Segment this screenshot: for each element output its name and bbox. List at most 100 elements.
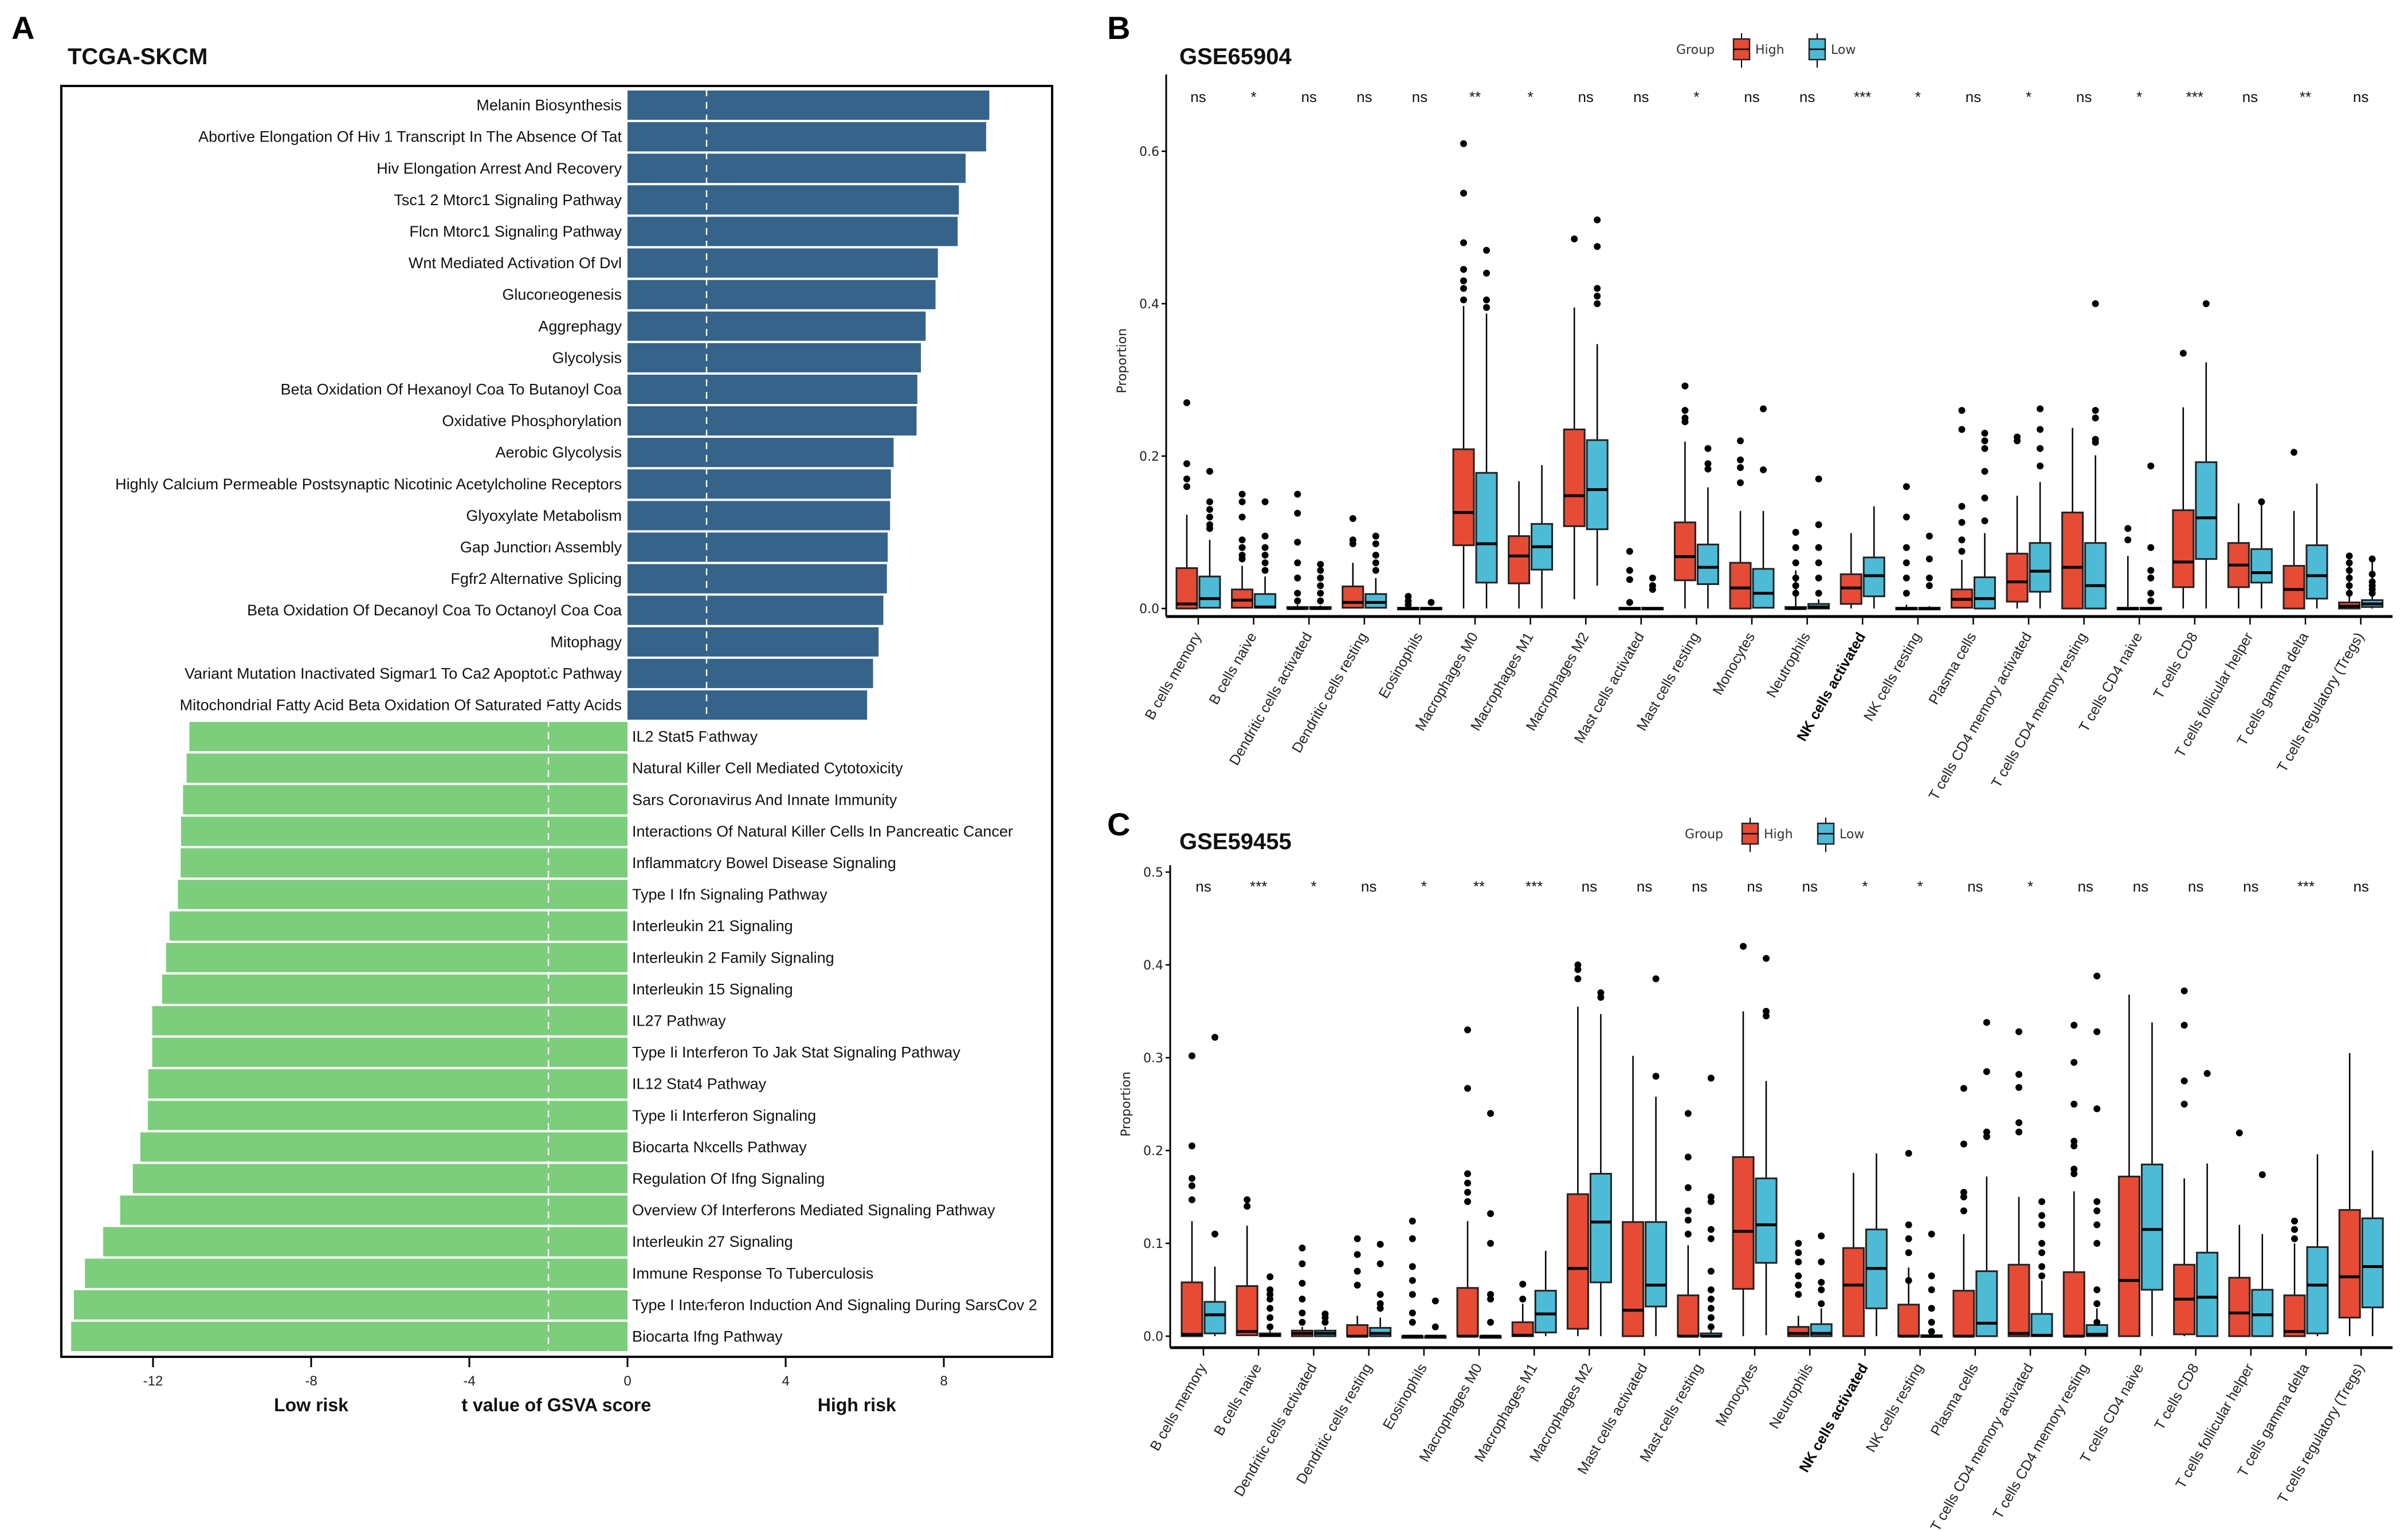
x-tick-label: 4 — [782, 1373, 789, 1389]
outlier-point — [2203, 1070, 2211, 1077]
outlier-point — [2346, 590, 2353, 597]
x-axis-label-low-risk: Low risk — [274, 1395, 348, 1415]
outlier-point — [1299, 1318, 1306, 1326]
bar-aerobic-glycolysis — [628, 438, 894, 468]
outlier-point — [1684, 1216, 1692, 1224]
outlier-point — [1960, 1207, 1967, 1215]
box-low — [1364, 532, 1387, 609]
box-high — [2338, 1053, 2361, 1336]
outlier-point — [2147, 574, 2155, 582]
bar-label: Flcn Mtorc1 Signaling Pathway — [409, 223, 622, 240]
outlier-point — [1707, 1286, 1715, 1293]
outlier-point — [1958, 536, 1966, 544]
bar-melanin-biosynthesis — [628, 91, 990, 120]
outlier-point — [1626, 576, 1633, 583]
outlier-point — [1684, 1110, 1692, 1117]
outlier-point — [1681, 418, 1689, 426]
outlier-point — [1372, 540, 1379, 547]
box-low — [1645, 975, 1668, 1336]
outlier-point — [1317, 574, 1324, 582]
outlier-point — [1483, 304, 1490, 311]
outlier-point — [2180, 987, 2188, 995]
outlier-point — [1818, 1286, 1825, 1293]
outlier-point — [1704, 445, 1712, 452]
outlier-point — [1317, 567, 1324, 574]
outlier-point — [1354, 1267, 1361, 1275]
bar-interleukin-21-signaling — [169, 911, 628, 941]
significance-label: * — [1917, 878, 1923, 895]
outlier-point — [2179, 350, 2187, 357]
outlier-point — [1905, 1221, 1912, 1228]
legend-key-high: High — [1741, 818, 1793, 852]
outlier-point — [2037, 426, 2044, 433]
box-low — [1641, 574, 1664, 611]
iqr-box — [1586, 439, 1609, 531]
legend-label: Low — [1831, 43, 1856, 57]
outlier-point — [2015, 1071, 2022, 1078]
bar-immune-response-to-tuberculosis — [85, 1258, 628, 1288]
iqr-box — [1973, 576, 1996, 610]
outlier-point — [2258, 1171, 2266, 1179]
x-tick-label: -12 — [143, 1373, 163, 1389]
iqr-box — [1732, 1156, 1755, 1290]
outlier-point — [1626, 548, 1633, 555]
outlier-point — [1925, 574, 1933, 582]
box-low — [1807, 475, 1830, 610]
outlier-point — [1376, 1260, 1384, 1267]
box-high — [2283, 1218, 2306, 1337]
x-tick-label: -8 — [305, 1373, 317, 1389]
significance-label: ns — [1190, 88, 1206, 105]
legend-label: High — [1755, 43, 1785, 57]
bar-label: Mitophagy — [550, 633, 622, 650]
iqr-box — [1342, 585, 1364, 609]
bar-gluconeogenesis — [628, 280, 936, 309]
box-high — [1566, 961, 1589, 1336]
outlier-point — [1960, 1194, 1967, 1200]
outlier-point — [1652, 975, 1660, 983]
significance-label: ns — [2076, 88, 2092, 105]
outlier-point — [1958, 548, 1966, 555]
outlier-point — [1238, 498, 1246, 505]
outlier-point — [2093, 1198, 2101, 1206]
outlier-point — [1795, 1258, 1802, 1266]
box-low — [1862, 506, 1885, 609]
significance-label: ns — [2188, 878, 2203, 895]
outlier-point — [2037, 445, 2044, 452]
outlier-point — [1815, 544, 1822, 551]
significance-label: ns — [2242, 88, 2258, 105]
outlier-point — [2124, 536, 2132, 544]
bar-label: Overview Of Interferons Mediated Signali… — [632, 1202, 995, 1219]
outlier-point — [1183, 399, 1190, 406]
outlier-point — [2070, 1170, 2078, 1177]
outlier-point — [2093, 1207, 2101, 1215]
significance-label: ns — [1802, 878, 1817, 895]
box-low — [2361, 555, 2384, 609]
significance-label: ** — [1473, 878, 1485, 895]
box-high — [1236, 1196, 1258, 1336]
outlier-point — [2093, 1028, 2101, 1035]
outlier-point — [1815, 559, 1822, 567]
outlier-point — [1681, 382, 1689, 390]
box-low — [1810, 1232, 1833, 1337]
bar-type-i-interferon-induction-and-signaling-during-sarscov-2 — [74, 1290, 628, 1320]
bar-overview-of-interferons-mediated-signaling-pathway — [120, 1195, 628, 1225]
y-tick-label: 0.1 — [1143, 1237, 1163, 1251]
box-high — [2116, 525, 2139, 611]
outlier-point — [1432, 1297, 1439, 1305]
outlier-point — [2070, 1059, 2078, 1066]
outlier-point — [1707, 1074, 1715, 1082]
outlier-point — [1903, 513, 1910, 521]
outlier-point — [1597, 994, 1605, 1001]
box-low — [1752, 405, 1775, 609]
bar-label: Hiv Elongation Arrest And Recovery — [377, 160, 622, 177]
outlier-point — [2147, 567, 2155, 574]
box-high — [1563, 235, 1586, 600]
outlier-point — [1818, 1258, 1825, 1266]
x-axis-title: t value of GSVA score — [461, 1395, 651, 1415]
outlier-point — [1206, 498, 1213, 505]
bar-label: Tsc1 2 Mtorc1 Signaling Pathway — [394, 191, 622, 209]
box-low — [1755, 955, 1778, 1336]
box-high — [1397, 592, 1419, 611]
outlier-point — [2038, 1198, 2045, 1206]
